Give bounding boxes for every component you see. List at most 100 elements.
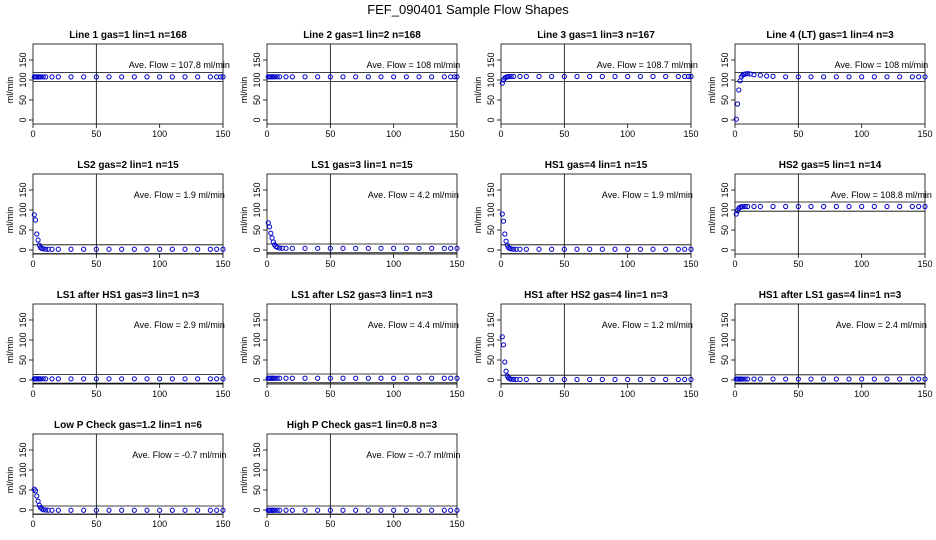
data-point [833, 74, 839, 80]
data-point [783, 203, 789, 210]
data-point [922, 74, 928, 80]
data-point [144, 376, 150, 382]
data-point [742, 71, 748, 77]
data-point [131, 74, 137, 80]
data-point [34, 231, 40, 237]
panel-title: Line 4 (LT) gas=1 lin=4 n=3 [766, 30, 894, 41]
data-point [283, 74, 289, 80]
data-point [119, 507, 125, 513]
panel-7: HS1 gas=4 lin=1 n=150 50 100 150050100150ml… [473, 160, 699, 269]
x-tick-label: 0 [498, 259, 503, 269]
data-point [637, 246, 643, 252]
y-tick-label: 0 [486, 247, 496, 252]
data-point [742, 203, 748, 210]
y-tick-label: 100 [252, 72, 262, 87]
x-tick-label: 50 [559, 389, 569, 399]
data-point [81, 507, 87, 513]
y-tick-label: 100 [720, 332, 730, 347]
data-point [770, 73, 776, 80]
data-point [340, 375, 346, 381]
data-point [302, 507, 308, 513]
data-points [31, 212, 226, 252]
data-point [131, 246, 137, 252]
y-tick-label: 50 [252, 355, 262, 365]
y-tick-label: 100 [18, 332, 28, 347]
y-tick-label: 100 [486, 72, 496, 87]
data-point [922, 203, 928, 210]
y-axis-label: ml/min [239, 337, 249, 364]
data-point [49, 246, 55, 252]
data-point [144, 507, 150, 513]
data-point [274, 375, 280, 381]
data-point [511, 73, 517, 80]
data-point [523, 73, 529, 80]
plot-frame [734, 173, 926, 255]
data-point [742, 376, 748, 382]
data-point [378, 375, 384, 381]
data-point [682, 246, 688, 252]
data-point [448, 245, 454, 251]
data-point [68, 376, 74, 382]
average-flow-annotation: Ave. Flow = 108.7 ml/min [597, 60, 698, 70]
panel-9: LS1 after HS1 gas=3 lin=1 n=3 0 50 100 150 0 5… [5, 290, 231, 399]
x-tick-label: 100 [152, 129, 167, 139]
data-point [55, 74, 61, 80]
x-tick-label: 50 [91, 129, 101, 139]
data-point [403, 245, 409, 251]
data-point [274, 244, 280, 250]
plot-frame [266, 43, 458, 125]
x-tick-label: 100 [854, 259, 869, 269]
data-point [909, 376, 915, 382]
data-point [733, 211, 739, 217]
data-point [508, 73, 514, 80]
data-point [131, 507, 137, 513]
panel-13: Low P Check gas=1.2 lin=1 n=6 0 50 100 150 0 5… [5, 420, 231, 529]
y-axis-label: ml/min [5, 337, 15, 364]
y-tick-label: 150 [18, 52, 28, 67]
data-point [214, 507, 220, 513]
data-point [182, 376, 188, 382]
data-point [43, 376, 49, 382]
data-point [68, 246, 74, 252]
data-point [353, 245, 359, 251]
y-axis-label: ml/min [239, 77, 249, 104]
data-point [38, 74, 44, 80]
data-point [536, 73, 542, 80]
data-point [195, 507, 201, 513]
data-point [846, 376, 852, 382]
panel-11: HS1 after HS2 gas=4 lin=1 n=3 0 50 100 150 0 5… [473, 290, 699, 399]
data-point [283, 507, 289, 513]
data-point [289, 245, 295, 251]
panel-14: High P Check gas=1 lin=0.8 n=3 0 50 100 150 0… [239, 420, 465, 529]
data-point [403, 375, 409, 381]
plot-frame [734, 43, 926, 125]
data-point [340, 245, 346, 251]
data-points [499, 73, 694, 86]
data-point [523, 246, 529, 252]
data-point [441, 375, 447, 381]
x-tick-label: 100 [620, 259, 635, 269]
data-point [217, 74, 224, 80]
data-point [499, 80, 505, 86]
data-point [144, 246, 150, 252]
x-tick-label: 50 [325, 129, 335, 139]
y-axis-label: ml/min [5, 207, 15, 234]
data-point [499, 334, 505, 340]
average-flow-annotation: Ave. Flow = 2.9 ml/min [134, 320, 225, 330]
average-flow-annotation: Ave. Flow = 1.9 ml/min [602, 190, 693, 200]
panel-12: HS1 after LS1 gas=4 lin=1 n=3 0 50 100 150 0 5… [707, 290, 933, 399]
x-tick-label: 150 [917, 389, 932, 399]
y-tick-label: 150 [252, 52, 262, 67]
data-points [265, 74, 460, 80]
y-axis-label: ml/min [707, 207, 717, 234]
data-point [770, 376, 776, 382]
data-point [650, 376, 656, 383]
data-point [587, 73, 593, 80]
data-point [625, 246, 631, 252]
panel-title: HS1 gas=4 lin=1 n=15 [545, 160, 648, 171]
data-point [31, 212, 37, 218]
x-tick-label: 0 [732, 259, 737, 269]
data-point [182, 246, 188, 252]
y-tick-label: 150 [252, 312, 262, 327]
y-tick-label: 50 [720, 95, 730, 105]
